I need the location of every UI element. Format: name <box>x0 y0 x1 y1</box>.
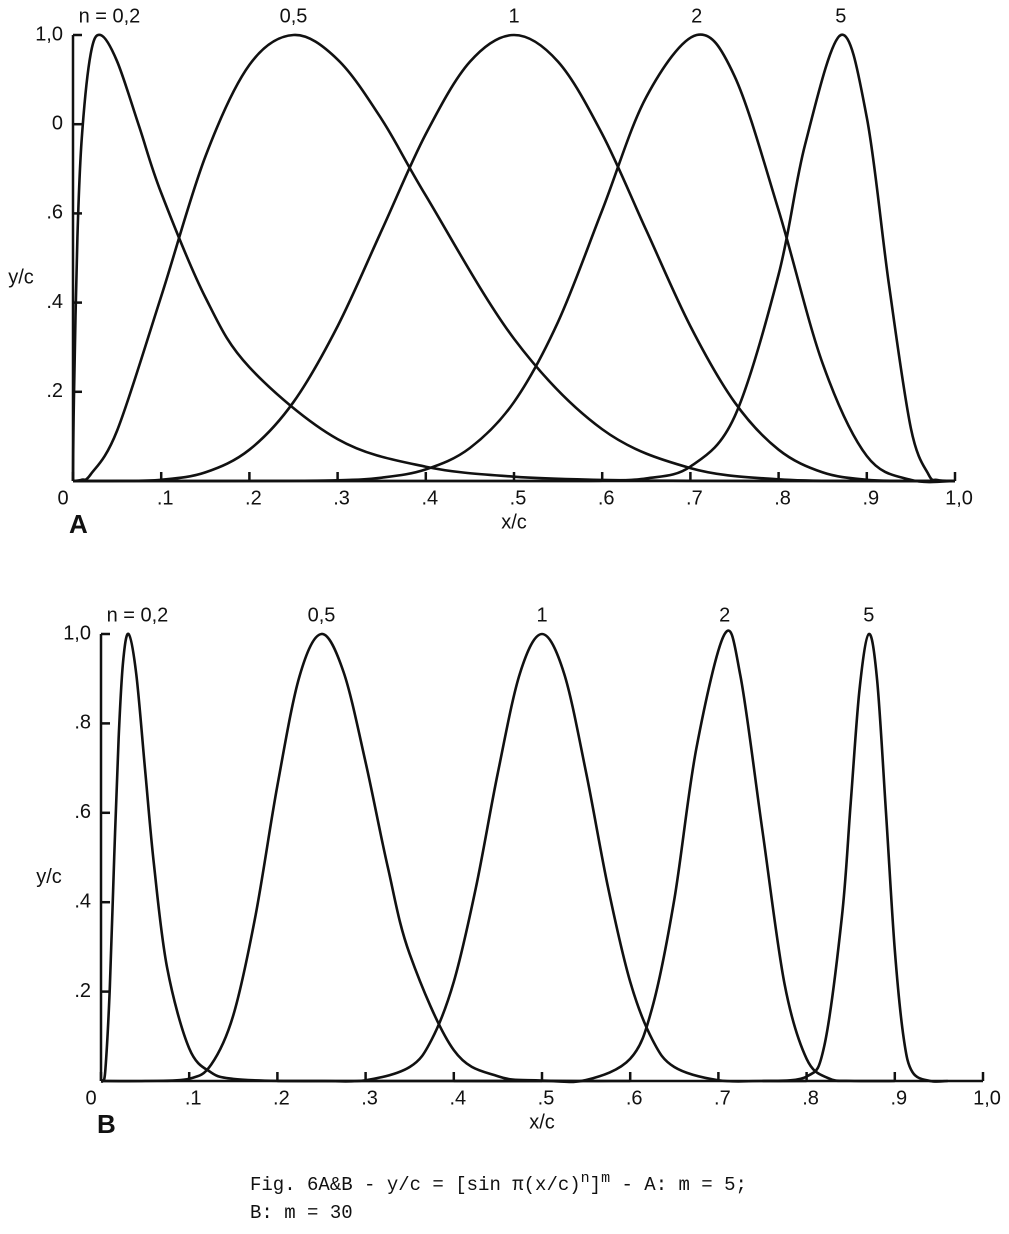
y-axis-label: y/c <box>8 266 34 288</box>
curve-label: n = 0,2 <box>79 5 141 27</box>
curve <box>100 632 543 1083</box>
curve <box>277 632 807 1083</box>
x-tick-label: .8 <box>774 487 791 509</box>
curve <box>72 33 956 483</box>
y-tick-label: .4 <box>46 291 63 313</box>
x-tick-label: .5 <box>538 1087 555 1109</box>
curve-label: 0,5 <box>308 604 336 626</box>
curve <box>100 632 631 1083</box>
caption-line-1: Fig. 6A&B - y/c = [sin π(x/c)n]m - A: m … <box>250 1170 747 1196</box>
caption-expr: [sin π(x/c) <box>455 1174 580 1196</box>
curve-label: n = 0,2 <box>107 604 169 626</box>
panel-label: A <box>69 509 88 539</box>
x-tick-label: .4 <box>421 487 438 509</box>
curve-label: 0,5 <box>280 5 308 27</box>
curve <box>453 629 895 1084</box>
x-tick-label: 1,0 <box>945 487 973 509</box>
curve-label: 2 <box>719 604 730 626</box>
x-tick-label: .8 <box>802 1087 819 1109</box>
y-tick-label: .8 <box>74 712 91 734</box>
curve <box>72 33 956 483</box>
y-tick-label: .4 <box>74 890 91 912</box>
x-tick-label: .4 <box>449 1087 466 1109</box>
curve <box>762 632 948 1083</box>
curve-label: 1 <box>508 5 519 27</box>
curve-label: 5 <box>863 604 874 626</box>
x-tick-label: .7 <box>686 487 703 509</box>
curve <box>73 33 956 483</box>
x-tick-label: .1 <box>157 487 174 509</box>
caption-tail: - A: m = 5; <box>610 1174 747 1196</box>
caption-lead: Fig. 6A&B - y/c = <box>250 1174 455 1196</box>
x-tick-label: .3 <box>333 487 350 509</box>
x-axis-label: x/c <box>501 511 527 533</box>
x-tick-label: 0 <box>57 487 68 509</box>
y-tick-label: 1,0 <box>35 23 63 45</box>
x-axis-label: x/c <box>529 1111 555 1133</box>
curve-label: 1 <box>536 604 547 626</box>
x-tick-label: .5 <box>510 487 527 509</box>
y-tick-label: .2 <box>46 380 63 402</box>
x-tick-label: .9 <box>862 487 879 509</box>
curve <box>71 33 956 483</box>
curve-label: 2 <box>691 5 702 27</box>
curve-label: 5 <box>835 5 846 27</box>
x-tick-label: .9 <box>890 1087 907 1109</box>
caption-exp-n: n <box>581 1170 590 1187</box>
y-axis-label: y/c <box>36 866 62 888</box>
caption-close: ] <box>590 1174 601 1196</box>
y-tick-label: 0 <box>52 112 63 134</box>
y-tick-label: .6 <box>46 202 63 224</box>
x-tick-label: 1,0 <box>973 1087 1001 1109</box>
x-tick-label: .1 <box>185 1087 202 1109</box>
curve <box>73 33 956 484</box>
caption-line-2: B: m = 30 <box>250 1202 353 1224</box>
x-tick-label: .6 <box>598 487 615 509</box>
x-tick-label: .2 <box>273 1087 290 1109</box>
x-tick-label: .2 <box>245 487 262 509</box>
y-tick-label: .6 <box>74 801 91 823</box>
x-tick-label: .7 <box>714 1087 731 1109</box>
x-tick-label: .3 <box>361 1087 378 1109</box>
y-tick-label: 1,0 <box>63 622 91 644</box>
y-tick-label: .2 <box>74 980 91 1002</box>
x-tick-label: 0 <box>85 1087 96 1109</box>
x-tick-label: .6 <box>626 1087 643 1109</box>
caption-exp-m: m <box>601 1170 610 1187</box>
panel-label: B <box>97 1109 116 1139</box>
